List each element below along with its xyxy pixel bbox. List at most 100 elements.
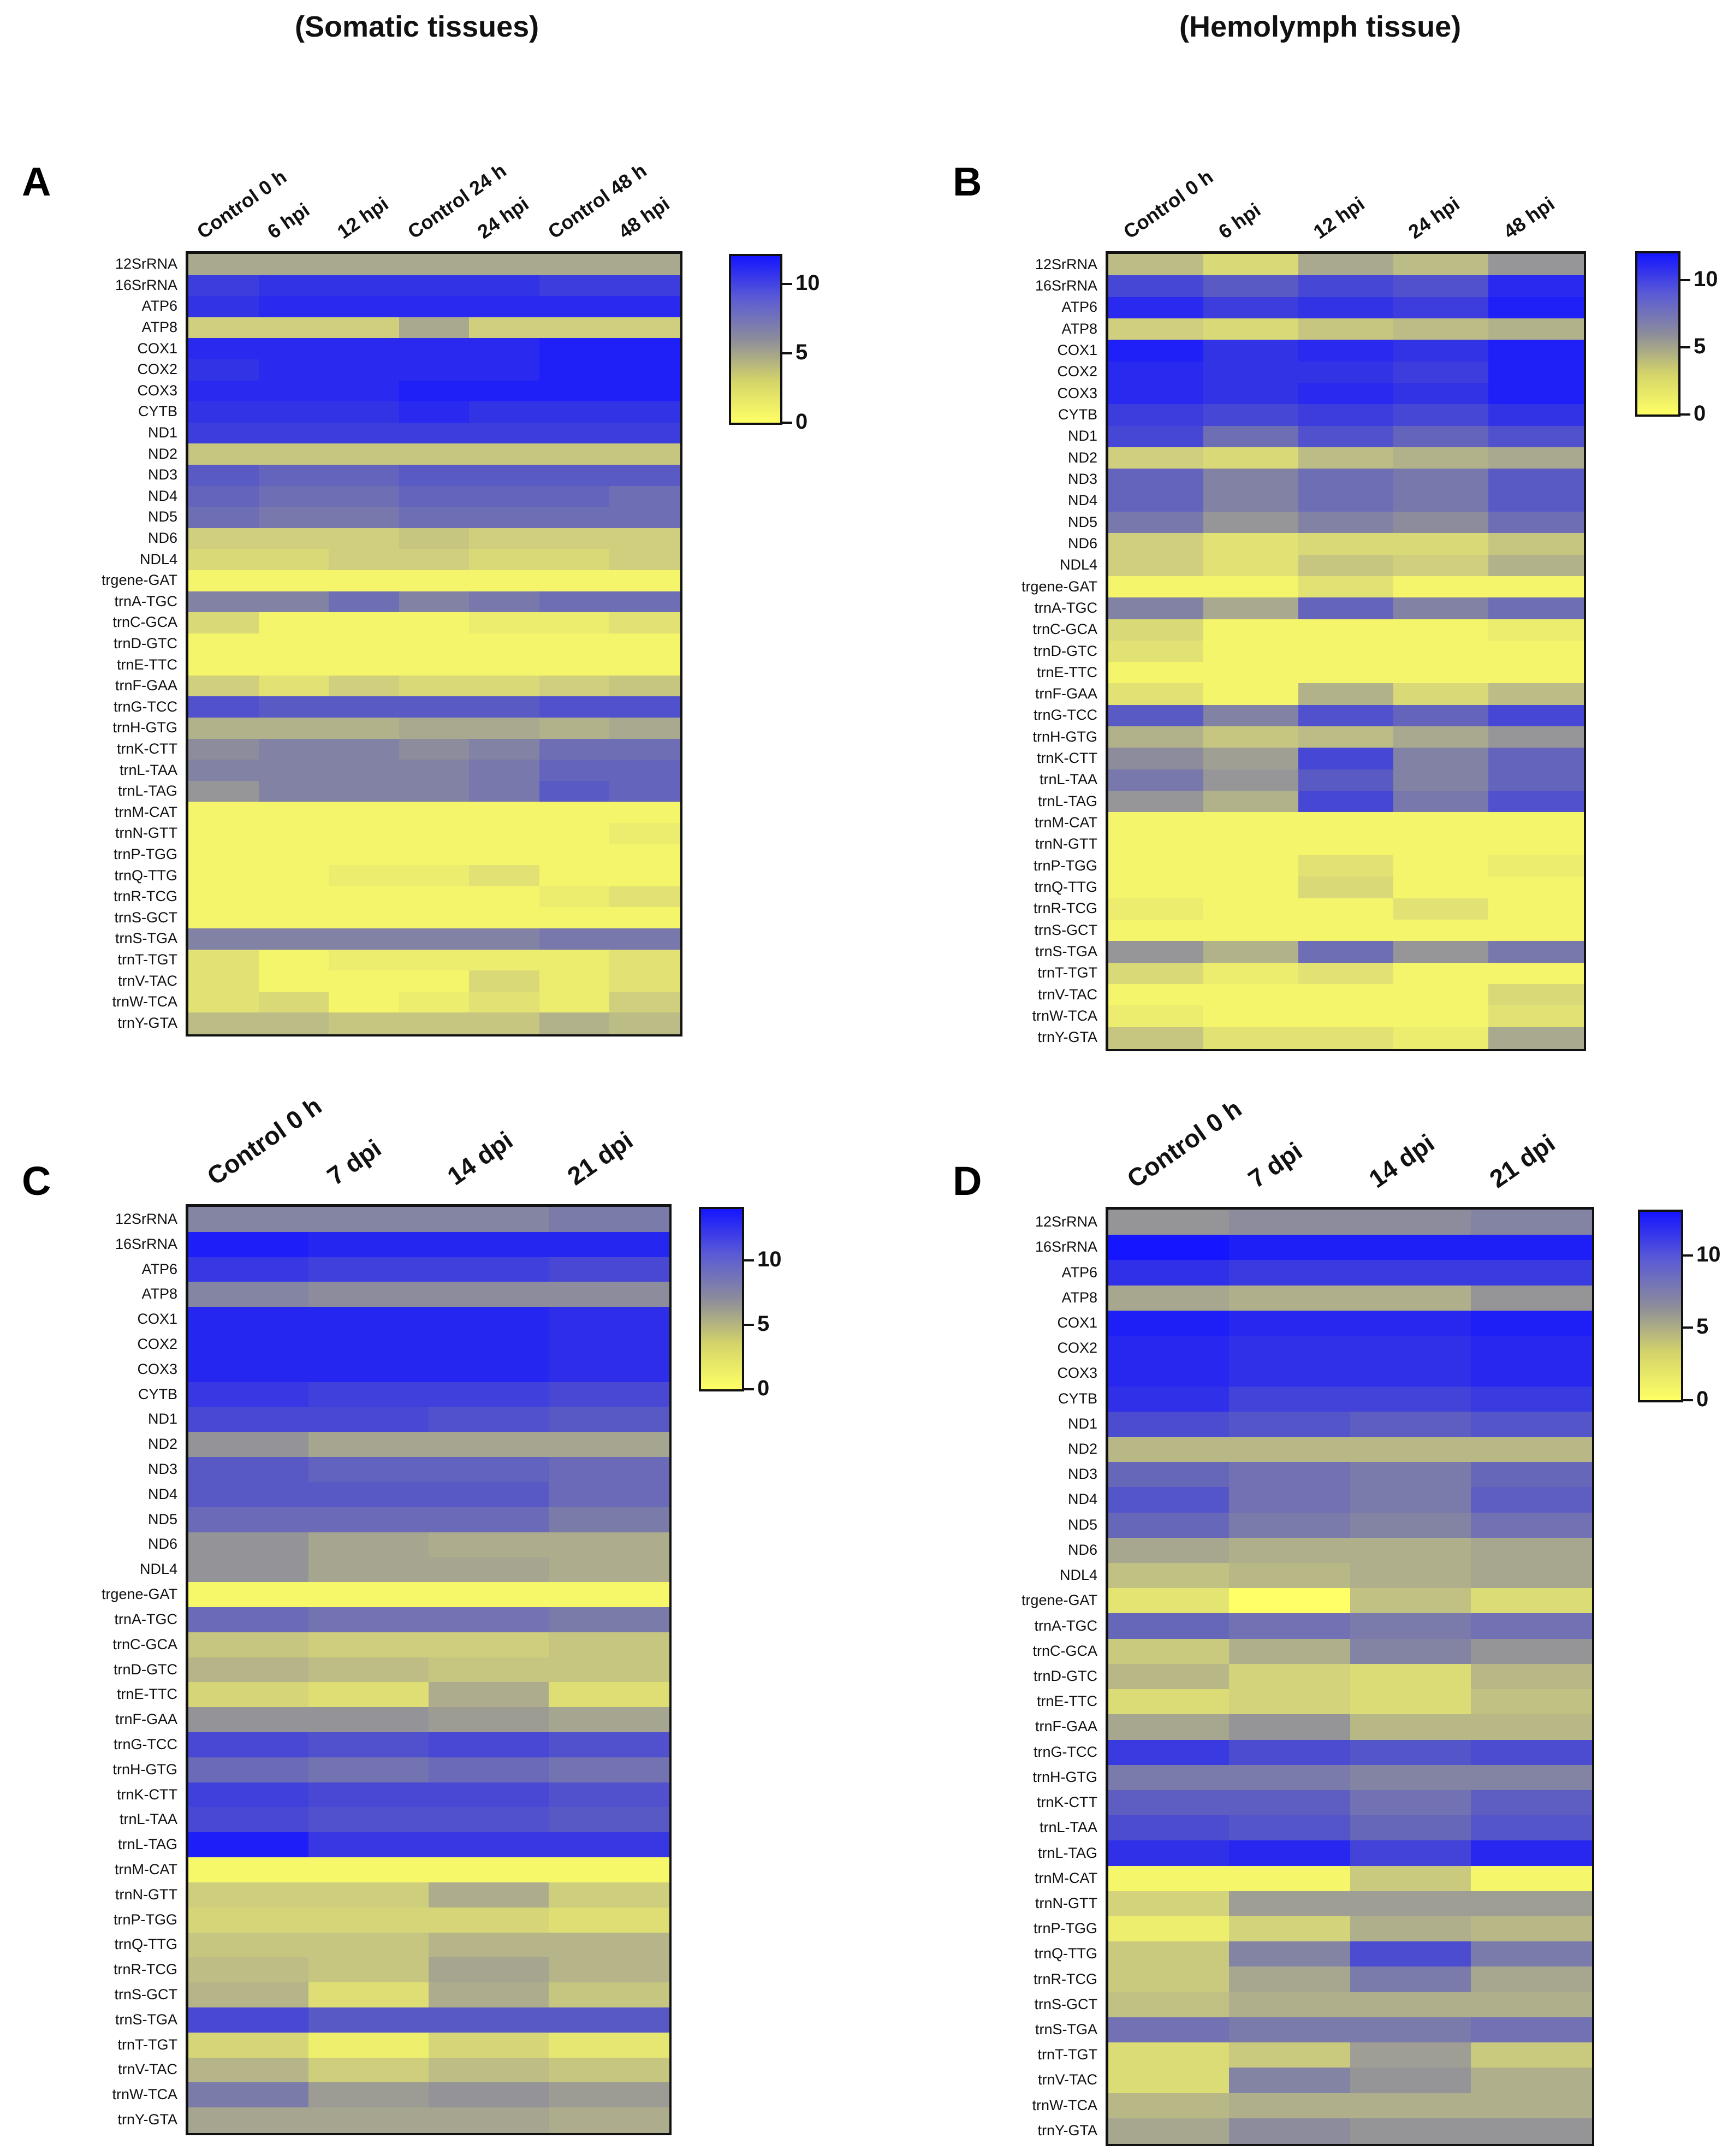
- heatmap-cell: [258, 359, 329, 381]
- heatmap-cell: [1488, 361, 1584, 383]
- heatmap-cell: [188, 1782, 309, 1808]
- heatmap-cell: [609, 570, 680, 592]
- heatmap-cell: [188, 1507, 309, 1533]
- heatmap-cell: [1108, 1916, 1230, 1942]
- heatmap-cell: [429, 1682, 549, 1708]
- heatmap-cell: [308, 1332, 429, 1358]
- heatmap-cell: [329, 886, 400, 908]
- heatmap-cell: [399, 570, 470, 592]
- heatmap-cell: [258, 507, 329, 529]
- heatmap-grid: [1106, 251, 1586, 1051]
- heatmap-cell: [429, 1557, 549, 1583]
- heatmap-cell: [1298, 297, 1394, 319]
- heatmap-cell: [308, 2057, 429, 2083]
- heatmap-cell: [188, 1557, 309, 1583]
- heatmap-cell: [1393, 662, 1489, 684]
- heatmap-cell: [1108, 1537, 1230, 1563]
- heatmap-cell: [1229, 1840, 1351, 1867]
- heatmap-cell: [1488, 297, 1584, 319]
- heatmap-cell: [1298, 962, 1394, 985]
- heatmap-cell: [188, 1607, 309, 1633]
- heatmap-cell: [549, 2032, 669, 2058]
- heatmap-cell: [399, 780, 470, 803]
- heatmap-cell: [539, 338, 610, 360]
- heatmap-cell: [1203, 876, 1299, 899]
- heatmap-cell: [1488, 511, 1584, 534]
- heatmap-cell: [1203, 812, 1299, 834]
- heatmap-cell: [258, 254, 329, 276]
- heatmap-cell: [1203, 382, 1299, 405]
- heatmap-cell: [549, 1832, 669, 1858]
- heatmap-cell: [188, 254, 259, 276]
- heatmap-cell: [188, 1532, 309, 1557]
- heatmap-cell: [1350, 1235, 1471, 1261]
- heatmap-cell: [329, 844, 400, 866]
- heatmap-cell: [469, 928, 540, 950]
- heatmap-cell: [1298, 748, 1394, 770]
- heatmap-cell: [1350, 1336, 1471, 1361]
- heatmap-cell: [308, 1432, 429, 1458]
- heatmap-cell: [188, 1707, 309, 1733]
- column-label: Control 0 h: [1121, 1094, 1247, 1194]
- heatmap-cell: [188, 612, 259, 634]
- heatmap-cell: [1298, 704, 1394, 727]
- heatmap-cell: [609, 275, 680, 297]
- heatmap-cell: [429, 1882, 549, 1908]
- heatmap-cell: [429, 1282, 549, 1307]
- column-label: 21 dpi: [562, 1126, 638, 1191]
- colorbar-tick: [782, 422, 792, 424]
- heatmap-cell: [1488, 855, 1584, 877]
- heatmap-cell: [188, 1907, 309, 1933]
- heatmap-cell: [539, 865, 610, 887]
- heatmap-cell: [1488, 812, 1584, 834]
- heatmap-cell: [1470, 1764, 1592, 1791]
- heatmap-cell: [1488, 791, 1584, 813]
- heatmap-cell: [429, 2032, 549, 2058]
- heatmap-cell: [188, 1857, 309, 1883]
- heatmap-cell: [1488, 619, 1584, 641]
- heatmap-cell: [399, 485, 470, 507]
- heatmap-cell: [469, 949, 540, 971]
- heatmap-cell: [1393, 490, 1489, 512]
- heatmap-cell: [1393, 726, 1489, 749]
- heatmap-cell: [188, 2107, 309, 2133]
- heatmap-cell: [1229, 1663, 1351, 1690]
- heatmap-cell: [429, 1857, 549, 1883]
- row-label: trnL-TAA: [1039, 1819, 1097, 1836]
- heatmap-cell: [329, 338, 400, 360]
- heatmap-cell: [539, 802, 610, 824]
- heatmap-cell: [549, 1882, 669, 1908]
- heatmap-cell: [1108, 382, 1204, 405]
- row-label: trnD-GTC: [114, 1661, 177, 1678]
- heatmap-cell: [1350, 1563, 1471, 1589]
- heatmap-cell: [329, 485, 400, 507]
- heatmap-cell: [1488, 920, 1584, 941]
- heatmap-cell: [429, 1407, 549, 1432]
- heatmap-cell: [1393, 640, 1489, 662]
- heatmap-cell: [539, 823, 610, 845]
- heatmap-cell: [1298, 404, 1394, 427]
- heatmap-cell: [1108, 254, 1204, 276]
- heatmap-cell: [1393, 425, 1489, 448]
- heatmap-cell: [188, 1282, 309, 1307]
- heatmap-cell: [549, 2057, 669, 2083]
- row-label: trnP-TGG: [1033, 857, 1097, 874]
- row-label: trnN-GTT: [1035, 836, 1097, 852]
- row-label: trnS-TGA: [1035, 943, 1097, 960]
- heatmap-cell: [399, 907, 470, 929]
- heatmap-cell: [188, 844, 259, 866]
- heatmap-cell: [1108, 962, 1204, 985]
- heatmap-cell: [469, 633, 540, 655]
- heatmap-cell: [329, 317, 400, 339]
- heatmap-cell: [329, 275, 400, 297]
- heatmap-cell: [1298, 662, 1394, 684]
- row-label: ND2: [147, 1436, 177, 1453]
- heatmap-cell: [1108, 683, 1204, 706]
- heatmap-cell: [1229, 1210, 1351, 1235]
- heatmap-cell: [258, 443, 329, 465]
- heatmap-cell: [549, 1457, 669, 1483]
- heatmap-cell: [609, 338, 680, 360]
- heatmap-cell: [188, 507, 259, 529]
- heatmap-cell: [1108, 340, 1204, 362]
- heatmap-cell: [1108, 2093, 1230, 2119]
